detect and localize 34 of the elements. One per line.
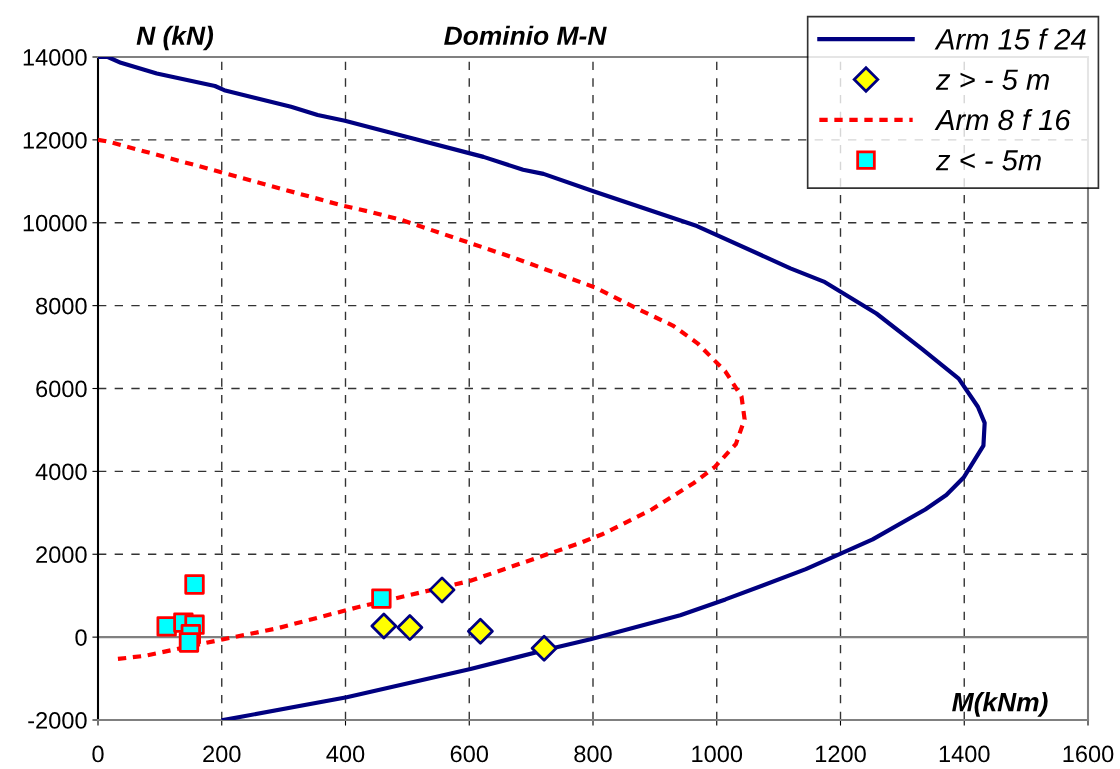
point bbox=[178, 632, 200, 653]
x-tick-label: 400 bbox=[326, 745, 365, 763]
line-series bbox=[98, 137, 747, 662]
y-tick-label: 14000 bbox=[23, 49, 87, 66]
legend-label: Arm 8 f 16 bbox=[934, 108, 1071, 131]
y-axis-title: N (kN) bbox=[136, 25, 214, 51]
point bbox=[371, 588, 392, 609]
x-tick-label: 1400 bbox=[939, 745, 990, 763]
y-tick-label: -2000 bbox=[28, 712, 87, 729]
y-tick-label: 8000 bbox=[36, 297, 87, 315]
point bbox=[396, 614, 424, 642]
point bbox=[184, 574, 205, 595]
legend-label: z > - 5 m bbox=[935, 69, 1049, 90]
x-tick-label: 800 bbox=[574, 745, 612, 763]
point bbox=[530, 634, 558, 662]
x-tick-label: 600 bbox=[450, 745, 489, 763]
point bbox=[370, 612, 398, 640]
y-tick-label: 4000 bbox=[35, 463, 87, 481]
point bbox=[466, 617, 494, 645]
legend-label: Arm 15 f 24 bbox=[934, 28, 1086, 50]
y-tick-label: 10000 bbox=[23, 214, 87, 232]
x-tick-label: 0 bbox=[92, 745, 104, 763]
x-tick-label: 200 bbox=[203, 745, 241, 763]
x-tick-label: 1000 bbox=[692, 745, 743, 763]
x-tick-label: 1600 bbox=[1063, 745, 1114, 763]
y-tick-label: 0 bbox=[75, 629, 87, 646]
y-tick-label: 6000 bbox=[36, 380, 87, 398]
point bbox=[428, 576, 456, 604]
x-axis-title: M(kNm) bbox=[952, 692, 1048, 717]
x-tick-label: 1200 bbox=[816, 745, 866, 763]
chart-title: Dominio M-N bbox=[444, 25, 607, 46]
y-tick-label: 12000 bbox=[23, 131, 87, 149]
y-tick-label: 2000 bbox=[36, 546, 87, 564]
legend-label: z < - 5m bbox=[935, 150, 1041, 171]
